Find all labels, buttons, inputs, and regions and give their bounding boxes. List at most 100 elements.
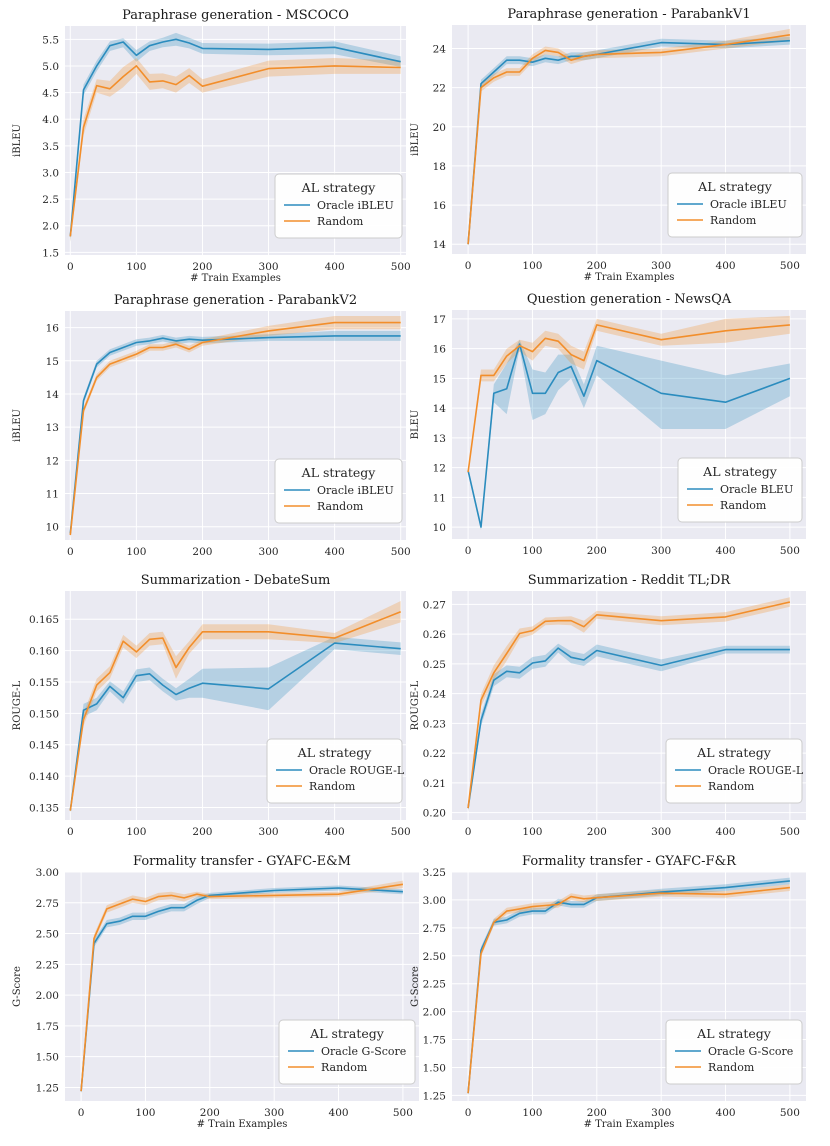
- series-line-1: [69, 38, 401, 237]
- chart-panel-7: 0 100 200 300 400 500 1.25 1.50 1.75 2.00 2.25 2.50…: [12, 854, 419, 1130]
- chart-panel-2: 0 100 200 300 400 500 14 16 18 20 22 24 Paraphrase g…: [410, 7, 806, 283]
- x-tick-label: 400: [325, 261, 345, 273]
- chart-panel-3: 0 100 200 300 400 500 10 11 12 13 14 15 16 Paraphrase…: [12, 293, 411, 558]
- y-tick-label: 3.0: [42, 167, 59, 179]
- confidence-band-series-2: [468, 315, 790, 476]
- chart-title: Summarization - DebateSum: [141, 573, 331, 588]
- chart-title: Formality transfer - GYAFC-E&M: [133, 854, 351, 869]
- y-tick-label: 15: [46, 356, 59, 368]
- y-tick-label: 14: [46, 389, 60, 401]
- chart-panel-4: 0 100 200 300 400 500 10 11 12 13 14 15 16 17 Question…: [410, 292, 806, 557]
- x-tick-label: 400: [716, 260, 736, 272]
- series-line-2: [80, 883, 404, 1092]
- y-tick-label: 17: [433, 314, 446, 326]
- confidence-band-series-2: [70, 601, 401, 813]
- series-line-1: [69, 335, 401, 534]
- y-tick-label: 2.25: [423, 979, 446, 991]
- legend: AL strategy Oracle iBLEU Random: [667, 172, 803, 238]
- legend-entry: Random: [708, 1061, 755, 1074]
- legend-entry: Random: [710, 214, 757, 227]
- x-tick-label: 300: [651, 545, 671, 557]
- y-tick-label: 5.5: [42, 34, 59, 46]
- x-tick-label: 300: [651, 826, 671, 838]
- y-axis-label: iBLEU: [12, 124, 23, 157]
- x-tick-label: 100: [522, 826, 542, 838]
- x-tick-label: 0: [67, 546, 74, 558]
- x-tick-label: 100: [522, 545, 542, 557]
- y-tick-label: 1.50: [423, 1062, 446, 1074]
- y-axis-label: BLEU: [410, 410, 421, 440]
- y-tick-label: 0.160: [29, 646, 59, 658]
- y-tick-label: 24: [433, 43, 447, 55]
- series-line-2: [69, 610, 401, 811]
- y-tick-label: 2.00: [423, 1007, 446, 1019]
- legend-entry: Oracle iBLEU: [317, 199, 394, 212]
- y-axis-label: ROUGE-L: [12, 680, 23, 730]
- legend-box: [665, 738, 803, 804]
- series-line-2: [69, 321, 401, 536]
- legend-entry: Oracle iBLEU: [317, 484, 394, 497]
- chart-panel-1: 0 100 200 300 400 500 1.5 2.0 2.5 3.0 3.5 4.0 4.5 5.0…: [12, 8, 411, 284]
- x-tick-label: 200: [192, 826, 212, 838]
- y-tick-label: 0.165: [29, 614, 59, 626]
- legend-entry: Random: [309, 780, 356, 793]
- y-tick-label: 0.150: [29, 708, 59, 720]
- x-tick-label: 0: [465, 826, 472, 838]
- y-tick-label: 13: [433, 433, 446, 445]
- y-tick-label: 1.25: [423, 1090, 446, 1102]
- x-tick-label: 300: [651, 260, 671, 272]
- y-tick-label: 11: [46, 489, 59, 501]
- legend-entry: Oracle ROUGE-L: [309, 764, 405, 777]
- y-tick-label: 1.75: [423, 1035, 446, 1047]
- x-tick-label: 300: [259, 546, 279, 558]
- x-tick-label: 200: [587, 1107, 607, 1119]
- y-tick-label: 0.27: [423, 599, 446, 611]
- legend-box: [278, 1019, 416, 1085]
- series-line-2: [69, 65, 401, 237]
- y-tick-label: 3.25: [423, 867, 446, 879]
- legend: AL strategy Oracle BLEU Random: [677, 457, 803, 523]
- series-line-1: [80, 887, 403, 1092]
- x-tick-label: 100: [126, 826, 146, 838]
- x-axis-label: # Train Examples: [584, 1119, 675, 1130]
- x-tick-label: 400: [716, 1107, 736, 1119]
- legend: AL strategy Oracle ROUGE-L Random: [266, 738, 405, 804]
- y-tick-label: 0.155: [29, 677, 59, 689]
- x-tick-label: 400: [325, 546, 345, 558]
- y-tick-label: 3.5: [42, 141, 59, 153]
- y-tick-label: 2.50: [36, 929, 59, 941]
- y-tick-label: 16: [46, 323, 60, 335]
- x-tick-label: 400: [716, 545, 736, 557]
- legend-entry: Random: [317, 500, 364, 513]
- x-tick-label: 300: [651, 1107, 671, 1119]
- y-axis-label: ROUGE-L: [410, 680, 421, 730]
- y-tick-label: 0.24: [423, 689, 447, 701]
- chart-title: Summarization - Reddit TL;DR: [528, 573, 732, 588]
- series-line-2: [467, 324, 790, 473]
- x-tick-label: 200: [587, 545, 607, 557]
- x-tick-label: 200: [587, 260, 607, 272]
- y-tick-label: 12: [433, 463, 446, 475]
- legend: AL strategy Oracle G-Score Random: [665, 1019, 803, 1085]
- legend-box: [667, 172, 803, 238]
- chart-title: Paraphrase generation - ParabankV2: [114, 293, 357, 308]
- chart-title: Formality transfer - GYAFC-F&R: [522, 854, 737, 869]
- y-tick-label: 10: [46, 522, 59, 534]
- legend-box: [677, 457, 803, 523]
- y-tick-label: 1.50: [36, 1052, 59, 1064]
- series-line-1: [467, 647, 790, 809]
- x-tick-label: 0: [465, 1107, 472, 1119]
- y-tick-label: 14: [433, 403, 447, 415]
- x-tick-label: 0: [78, 1107, 85, 1119]
- y-tick-label: 4.0: [42, 114, 59, 126]
- y-tick-label: 11: [433, 492, 446, 504]
- y-tick-label: 1.75: [36, 1021, 59, 1033]
- y-tick-label: 3.00: [36, 867, 59, 879]
- x-axis-label: # Train Examples: [197, 1119, 288, 1130]
- x-tick-label: 500: [391, 546, 411, 558]
- legend-entry: Oracle iBLEU: [710, 198, 787, 211]
- x-tick-label: 200: [200, 1107, 220, 1119]
- legend: AL strategy Oracle ROUGE-L Random: [665, 738, 804, 804]
- series-line-1: [467, 39, 790, 245]
